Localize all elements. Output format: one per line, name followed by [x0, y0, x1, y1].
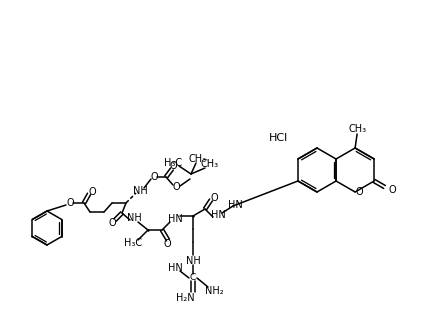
Text: O: O: [169, 161, 177, 171]
Text: NH₂: NH₂: [205, 286, 224, 296]
Text: NH: NH: [186, 256, 201, 266]
Text: O: O: [66, 198, 74, 208]
Text: NH: NH: [133, 186, 148, 196]
Text: C: C: [190, 273, 196, 282]
Text: O: O: [355, 187, 363, 197]
Text: H₃C: H₃C: [124, 238, 142, 248]
Text: H₂N: H₂N: [176, 293, 194, 303]
Text: O: O: [88, 187, 96, 197]
Text: H₃C: H₃C: [164, 158, 182, 168]
Text: O: O: [108, 218, 116, 228]
Text: O: O: [150, 172, 158, 182]
Text: CH₃: CH₃: [201, 159, 219, 169]
Text: CH₃: CH₃: [189, 154, 207, 164]
Text: O: O: [389, 185, 396, 195]
Text: HN: HN: [168, 263, 182, 273]
Text: O: O: [172, 182, 180, 192]
Text: O: O: [210, 193, 218, 203]
Text: HN: HN: [168, 214, 182, 224]
Text: CH₃: CH₃: [348, 124, 366, 134]
Text: HN: HN: [227, 200, 242, 210]
Text: HCl: HCl: [268, 133, 288, 143]
Text: NH: NH: [127, 213, 141, 223]
Text: O: O: [163, 239, 171, 249]
Text: HN: HN: [210, 210, 225, 220]
